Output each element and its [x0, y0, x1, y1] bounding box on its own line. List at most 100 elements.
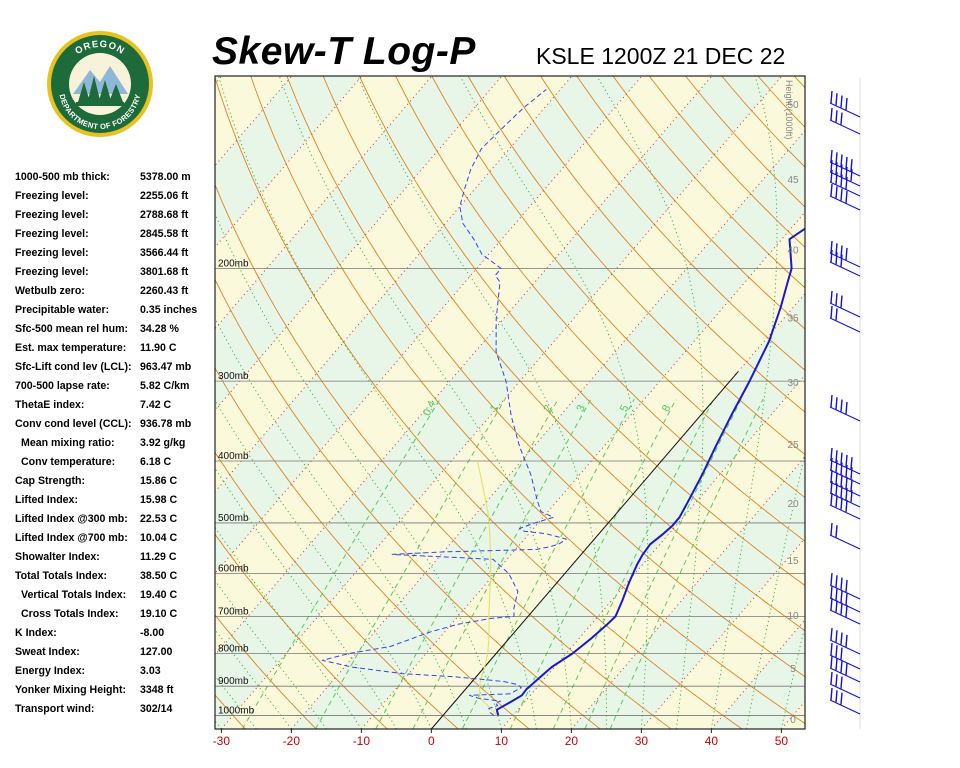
dry-adiabat-line [358, 76, 805, 587]
wind-barb-feather [840, 590, 843, 603]
wind-barb [829, 159, 861, 187]
index-label: Sfc-500 mean rel hum: [15, 323, 129, 335]
index-value: 15.98 C [140, 494, 178, 506]
index-row: Energy Index: 3.03 [15, 662, 215, 681]
wind-barb-feather [850, 479, 853, 492]
wind-barb-feather [845, 97, 848, 110]
pressure-label: 500mb [218, 513, 249, 524]
wind-barb-feather [835, 630, 838, 643]
index-label: Lifted Index @700 mb: [15, 532, 128, 544]
wind-barb-feather [840, 660, 843, 673]
dry-adiabat-line [250, 76, 805, 725]
index-value: 127.00 [140, 646, 173, 658]
pressure-label: 800mb [218, 643, 249, 654]
height-tick-label: 15 [787, 556, 799, 567]
wind-barb-feather [840, 577, 843, 590]
index-value: 19.10 C [140, 608, 178, 620]
pressure-label: 1000mb [218, 705, 255, 716]
index-row: ThetaE index: 7.42 C [15, 396, 215, 415]
wind-barb-feather [840, 462, 843, 475]
index-row: Conv cond level (CCL): 936.78 mb [15, 415, 215, 434]
mixing-ratio-line [241, 398, 441, 729]
index-value: 2255.06 ft [140, 190, 189, 202]
index-label: Transport wind: [15, 703, 95, 715]
index-label: Energy Index: [15, 665, 86, 677]
wind-barb-feather [840, 602, 843, 615]
wind-barb-feather [840, 497, 843, 510]
wind-barb-feather [835, 658, 838, 671]
wind-barb-feather [830, 585, 833, 599]
wind-barb [829, 469, 861, 497]
wind-barb-feather [850, 490, 853, 503]
mixing-ratio-line [412, 398, 592, 729]
wind-barb [829, 627, 861, 655]
index-value: 15.86 C [140, 475, 178, 487]
wind-barb-feather [835, 460, 838, 473]
wind-barb-feather [835, 450, 838, 463]
index-value: 11.90 C [140, 342, 177, 354]
mixing-ratio-lines [241, 398, 764, 729]
wind-barb-feather [840, 174, 843, 187]
index-row: Vertical Totals Index: 19.40 C [15, 586, 215, 605]
dry-adiabat-line [215, 367, 530, 729]
wind-barb-staff [829, 195, 861, 211]
wind-barb-feather [835, 495, 838, 508]
moist-adiabat-line [215, 526, 362, 729]
index-label: Freezing level: [15, 209, 89, 221]
wind-barb-feather [830, 480, 833, 494]
wind-barb-feather [840, 485, 843, 498]
wind-barb-feather [835, 308, 838, 321]
wind-barb-feather [845, 487, 848, 500]
isotherm-line [781, 700, 805, 729]
pressure-label: 400mb [218, 451, 249, 462]
mixing-ratio-line [552, 398, 715, 729]
isotherm-band [711, 619, 805, 729]
wind-barb-feather [835, 588, 838, 601]
wind-barb [829, 107, 861, 135]
x-tick-label: 0 [428, 734, 435, 748]
index-value: 3348 ft [140, 684, 174, 696]
index-value: 2845.58 ft [140, 228, 189, 240]
index-value: 5378.00 m [140, 171, 191, 183]
wind-barb-staff [829, 119, 861, 135]
index-label: Conv cond level (CCL): [15, 418, 132, 430]
mixing-ratio-label: 0.4 [421, 399, 438, 418]
index-row: 1000-500 mb thick: 5378.00 m [15, 168, 215, 187]
isotherm-band [215, 76, 782, 729]
wind-barb-feather [830, 469, 833, 483]
wind-barb [829, 447, 861, 475]
isotherm-band [571, 456, 805, 729]
index-value: 19.40 C [140, 589, 178, 601]
wind-barb-staff [829, 654, 861, 670]
wind-barb-staff [829, 639, 861, 655]
wind-barb [829, 149, 861, 177]
index-label: Cap Strength: [15, 475, 86, 487]
wind-barb-feather [835, 186, 838, 199]
wind-barb-feather [835, 645, 838, 658]
wind-barb-feather [845, 476, 848, 489]
isotherm-band [781, 701, 805, 729]
dry-adiabat-line [503, 76, 805, 413]
height-tick-label: 45 [787, 175, 799, 186]
wind-barb-feather [845, 464, 848, 477]
index-value: 936.78 mb [140, 418, 192, 430]
index-row: Sweat Index: 127.00 [15, 643, 215, 662]
wind-barb-feather [830, 522, 833, 536]
moist-adiabat-line [218, 76, 537, 729]
wind-barb-feather [835, 152, 838, 165]
index-value: 6.18 C [140, 456, 172, 468]
index-value: 302/14 [140, 703, 173, 715]
dry-adiabat-line [939, 76, 960, 729]
mixing-ratio-label: 1 [488, 403, 501, 414]
wind-barb [829, 572, 861, 600]
wind-barb-staff [829, 406, 861, 422]
wind-barb [829, 249, 861, 277]
pressure-label: 300mb [218, 371, 249, 382]
wind-barb-feather [835, 293, 838, 306]
isotherm-band [641, 538, 805, 729]
index-row: Freezing level: 2255.06 ft [15, 187, 215, 206]
index-label: 700-500 lapse rate: [15, 380, 110, 392]
height-tick-label: 40 [787, 246, 799, 257]
wind-barb-feather [845, 604, 848, 617]
